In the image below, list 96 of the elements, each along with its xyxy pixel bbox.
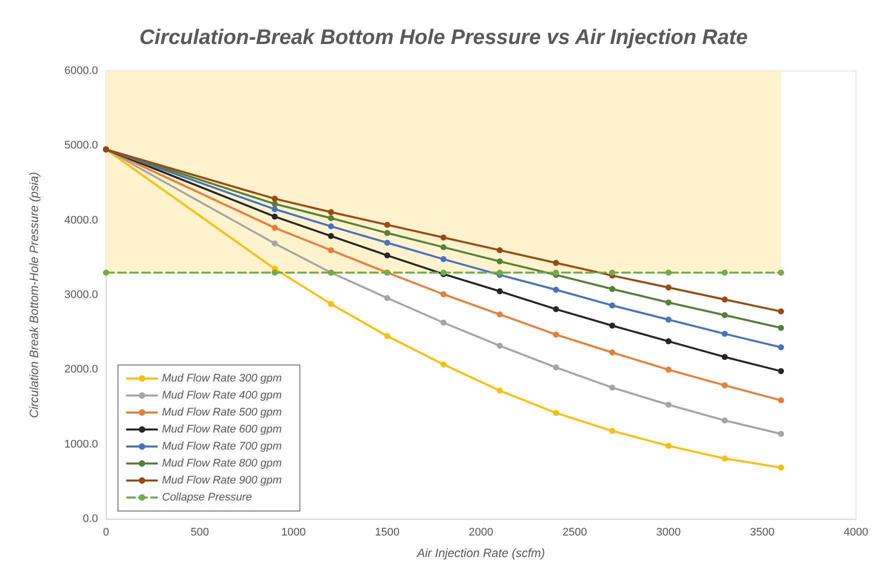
x-tick-label: 500 [190, 526, 209, 538]
point [722, 296, 728, 302]
point [384, 222, 390, 228]
point [272, 224, 278, 231]
point [609, 302, 616, 308]
point [328, 209, 334, 216]
point [778, 430, 784, 437]
y-tick-label: 5000.0 [64, 140, 98, 152]
point [666, 366, 672, 373]
point [496, 288, 503, 294]
point [272, 214, 278, 220]
point [722, 417, 728, 424]
point [778, 344, 784, 350]
point [103, 270, 109, 276]
legend-label: Mud Flow Rate 900 gpm [162, 474, 282, 486]
point [272, 206, 278, 212]
point [496, 258, 503, 264]
point [553, 260, 559, 266]
point [722, 270, 728, 276]
point [722, 456, 728, 462]
legend-label: Mud Flow Rate 600 gpm [162, 424, 282, 436]
point [553, 286, 559, 293]
x-tick-label: 3000 [656, 526, 681, 538]
point [666, 316, 672, 323]
point [722, 312, 728, 318]
y-tick-label: 3000.0 [64, 289, 98, 301]
point [778, 270, 784, 276]
legend-label: Mud Flow Rate 300 gpm [162, 372, 282, 384]
point [272, 240, 278, 246]
point [440, 291, 446, 298]
point [440, 320, 446, 326]
point [722, 354, 728, 360]
x-tick-label: 1500 [375, 526, 400, 538]
point [609, 286, 616, 292]
point [496, 311, 503, 318]
point [666, 284, 672, 291]
y-tick-label: 0.0 [82, 513, 98, 525]
point [666, 299, 672, 306]
y-tick-label: 1000.0 [64, 438, 98, 450]
point [496, 342, 503, 349]
x-tick-label: 2000 [468, 526, 494, 538]
legend-label: Mud Flow Rate 700 gpm [162, 440, 282, 452]
y-axis-title: Circulation Break Bottom-Hole Pressure (psia) [27, 172, 41, 418]
point [722, 382, 728, 388]
point [666, 402, 672, 408]
point [609, 349, 616, 356]
point [440, 244, 446, 250]
point [328, 247, 334, 254]
point [328, 300, 334, 307]
point [272, 196, 278, 202]
point [609, 270, 616, 276]
chart-title: Circulation-Break Bottom Hole Pressure vs Air Injection Rate [139, 26, 748, 49]
point [328, 233, 334, 240]
x-tick-label: 3500 [750, 526, 774, 538]
point [440, 234, 446, 241]
point [553, 332, 559, 338]
x-tick-label: 2500 [562, 526, 587, 538]
point [496, 388, 503, 394]
point [778, 324, 784, 331]
point [553, 410, 559, 416]
x-axis-title: Air Injection Rate (scfm) [416, 546, 546, 560]
point [553, 364, 559, 370]
point [496, 247, 503, 254]
legend-label: Mud Flow Rate 500 gpm [162, 406, 282, 418]
y-tick-label: 4000.0 [64, 214, 98, 226]
point [553, 306, 559, 312]
point [609, 322, 616, 329]
point [609, 384, 616, 391]
legend-label: Collapse Pressure [162, 492, 252, 504]
point [384, 333, 390, 340]
point [778, 308, 784, 314]
point [778, 464, 784, 470]
point [778, 397, 784, 404]
point [778, 368, 784, 374]
x-tick-label: 1000 [281, 526, 306, 538]
y-tick-label: 6000.0 [64, 65, 98, 77]
point [609, 428, 616, 434]
point [440, 256, 446, 262]
point [384, 294, 390, 301]
legend-label: Mud Flow Rate 400 gpm [162, 390, 282, 402]
point [440, 361, 446, 368]
x-tick-label: 4000 [844, 526, 868, 538]
point [328, 223, 334, 230]
point [384, 240, 390, 246]
point [328, 215, 334, 222]
point [666, 270, 672, 276]
point [384, 252, 390, 258]
point [272, 200, 278, 207]
point [666, 338, 672, 344]
point [272, 270, 278, 276]
y-tick-label: 2000.0 [64, 364, 98, 376]
x-tick-label: 0 [102, 526, 110, 538]
point [722, 330, 728, 337]
point [384, 230, 390, 236]
point [666, 442, 672, 449]
legend-label: Mud Flow Rate 800 gpm [162, 458, 282, 470]
